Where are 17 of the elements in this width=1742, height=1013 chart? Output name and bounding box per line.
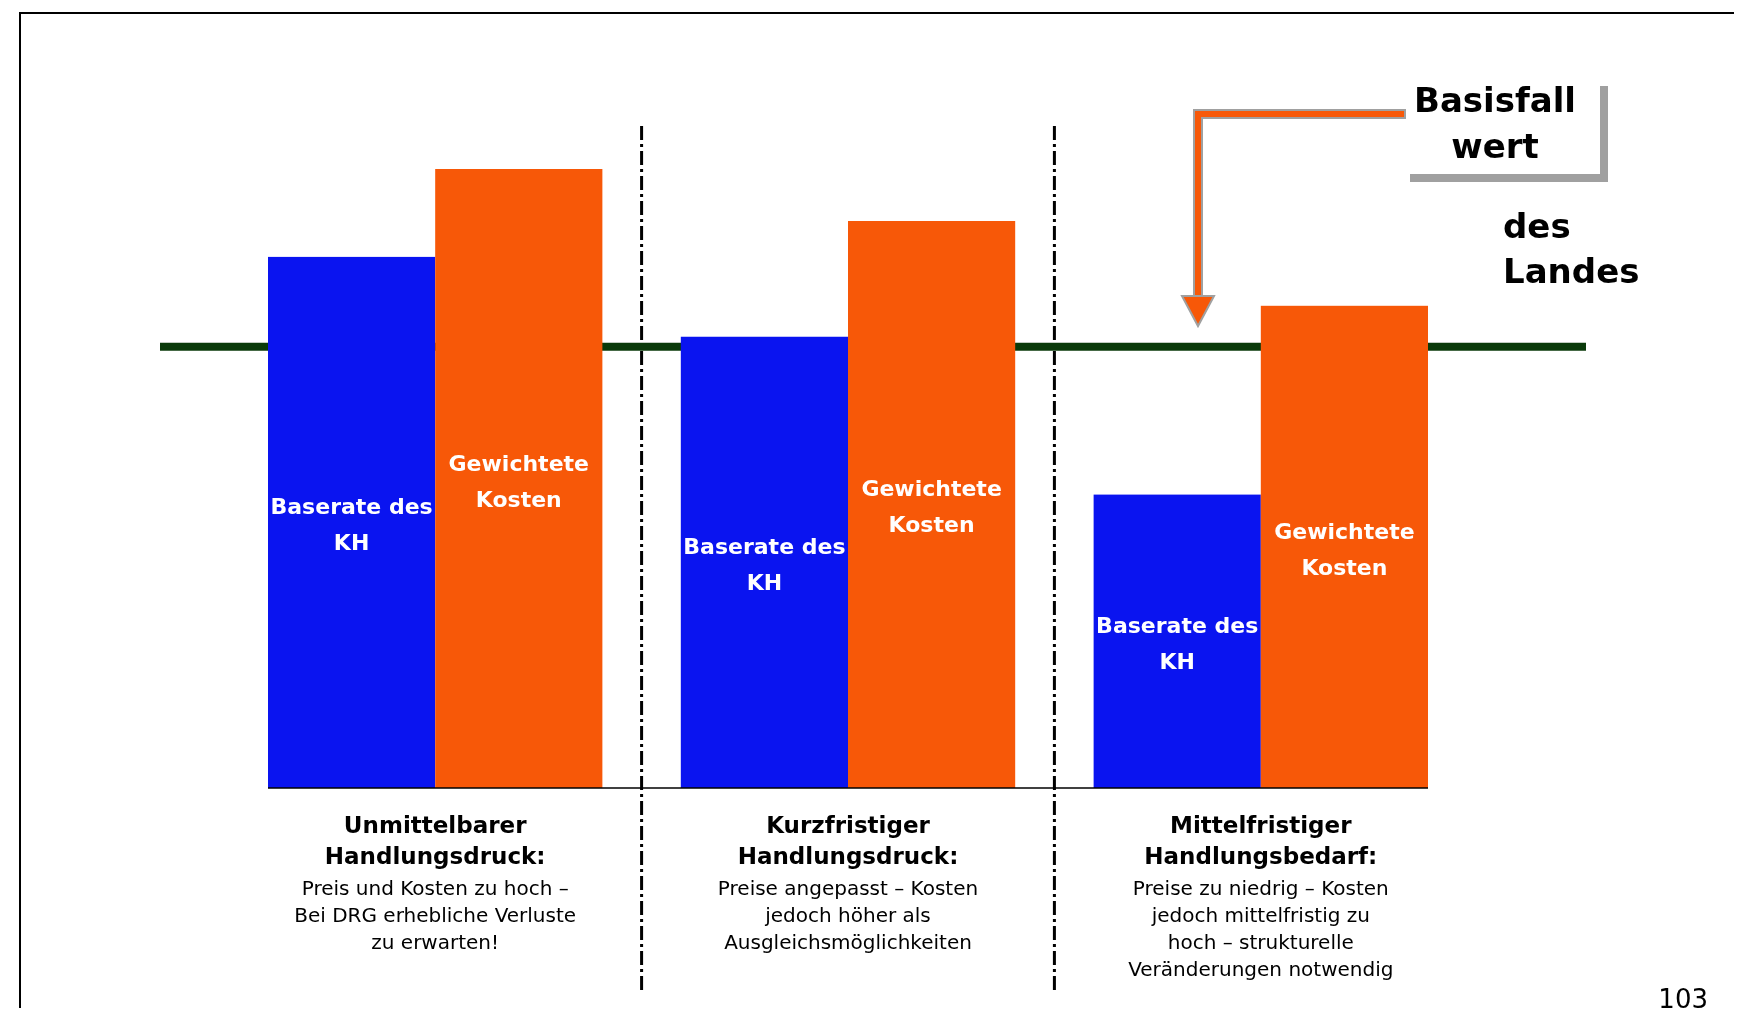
x-tick-label: Mittelfristiger Handlungsbedarf: Preise zu niedrig – Kosten jedoch mittelfristig zu hoch – strukturelle Veränderungen notwendig — [1128, 812, 1394, 981]
bar — [848, 221, 1016, 788]
text: Gewichtete Kosten — [861, 476, 1002, 538]
x-tick-label: Unmittelbarer Handlungsdruck: Preis und Kosten zu hoch – Bei DRG erhebliche Verluste zu erwarten! — [294, 812, 577, 954]
text: Gewichtete Kosten — [1274, 518, 1415, 580]
series-label: Gewichtete Kosten — [448, 450, 589, 512]
series-label: Baserate des KH — [270, 494, 433, 556]
text: Baserate des KH — [1096, 613, 1259, 675]
text: 103 — [1658, 984, 1708, 1013]
x-tick-label: Kurzfristiger Handlungsdruck: Preise angepasst – Kosten jedoch höher als Ausgleichsmöglichkeiten — [717, 812, 979, 954]
text: Baserate des KH — [683, 534, 846, 596]
ref-line-label: Basisfall wert des Landes — [1413, 80, 1640, 291]
bar — [1093, 494, 1261, 788]
bar — [268, 256, 436, 788]
bar — [1260, 305, 1428, 788]
bar — [680, 336, 848, 788]
bar — [435, 169, 603, 788]
